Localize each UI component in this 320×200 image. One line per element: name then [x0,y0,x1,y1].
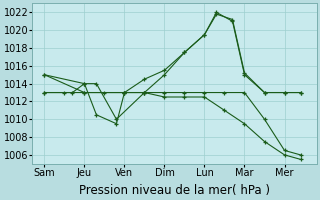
X-axis label: Pression niveau de la mer( hPa ): Pression niveau de la mer( hPa ) [79,184,270,197]
